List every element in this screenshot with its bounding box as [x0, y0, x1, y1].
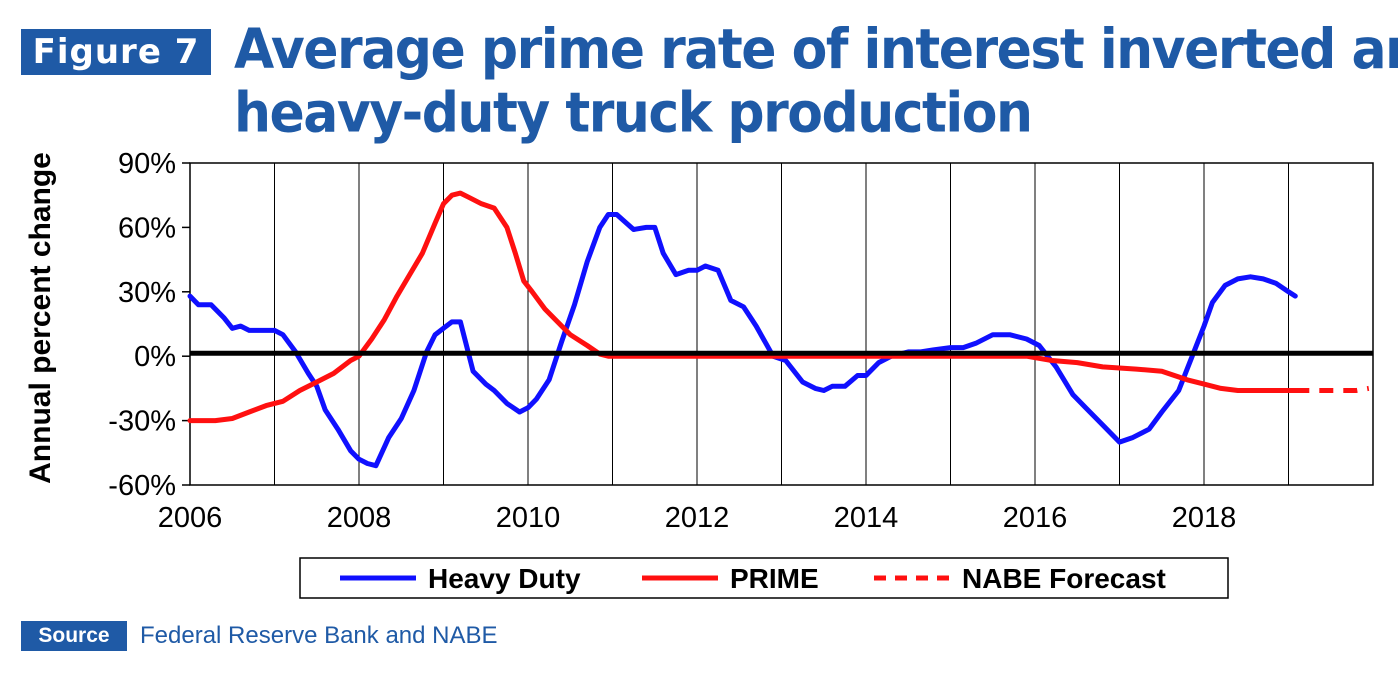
legend-label: NABE Forecast	[962, 563, 1166, 594]
plot-area	[189, 162, 1374, 486]
y-tick-label: 0%	[134, 341, 176, 373]
y-tick-label: 90%	[118, 148, 176, 180]
chart-title-line-2: heavy-duty truck production	[234, 81, 1033, 146]
y-tick-label: -60%	[108, 470, 176, 502]
source-text: Federal Reserve Bank and NABE	[140, 622, 498, 649]
x-tick-label: 2006	[158, 502, 223, 534]
series-line-heavy-duty	[187, 212, 1298, 469]
x-tick-label: 2018	[1172, 502, 1237, 534]
x-tick-label: 2014	[834, 502, 899, 534]
y-tick-label: -30%	[108, 406, 176, 438]
x-tick-label: 2016	[1003, 502, 1068, 534]
legend-label: Heavy Duty	[428, 563, 581, 594]
legend-box	[299, 557, 1229, 599]
source-label: Source	[21, 621, 127, 651]
series-line-prime	[187, 190, 1298, 424]
x-tick-label: 2008	[327, 502, 392, 534]
y-tick-label: 60%	[118, 212, 176, 244]
figure-label: Figure 7	[21, 29, 211, 75]
chart-title-line-1: Average prime rate of interest inverted …	[234, 18, 1398, 82]
y-tick-label: 30%	[118, 277, 176, 309]
legend-label: PRIME	[730, 563, 819, 594]
x-tick-label: 2010	[496, 502, 561, 534]
series-line-nabe-forecast	[1295, 385, 1370, 393]
y-axis-label: Annual percent change	[24, 152, 57, 484]
chart-title: Average prime rate of interest inverted …	[234, 18, 1398, 146]
x-tick-label: 2012	[665, 502, 730, 534]
